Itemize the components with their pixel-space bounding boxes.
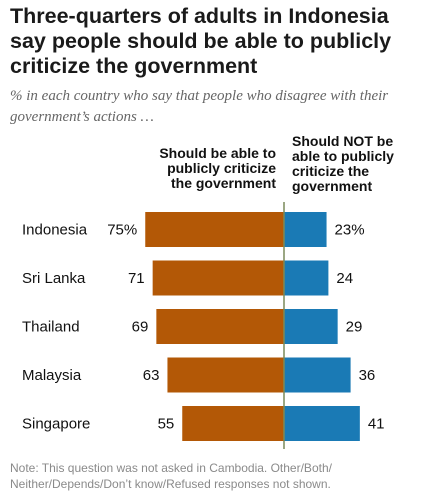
bar-should-not-criticize [284, 357, 351, 393]
right-series-header-line: criticize the [292, 163, 369, 179]
bar-should-not-criticize [284, 260, 329, 296]
value-label-should-criticize: 71 [128, 270, 145, 287]
chart-subtitle: % in each country who say that people wh… [10, 88, 389, 125]
bar-should-criticize [152, 260, 284, 296]
right-series-header-line: government [292, 178, 372, 194]
value-label-should-criticize: 69 [132, 319, 149, 336]
value-label-should-not-criticize: 23% [335, 222, 365, 239]
value-label-should-not-criticize: 41 [368, 416, 385, 433]
country-label: Sri Lanka [22, 270, 86, 287]
left-series-header-line: Should be able to [159, 145, 276, 161]
right-series-header-line: able to publicly [292, 148, 394, 164]
value-label-should-not-criticize: 29 [346, 319, 363, 336]
value-label-should-criticize: 55 [158, 416, 175, 433]
right-series-header-line: Should NOT be [292, 133, 393, 149]
country-label: Thailand [22, 319, 80, 336]
bar-should-not-criticize [284, 309, 338, 344]
country-label: Singapore [22, 416, 90, 433]
left-series-header-line: publicly criticize [167, 160, 276, 176]
bar-should-not-criticize [284, 406, 360, 441]
bar-should-not-criticize [284, 212, 327, 247]
bar-should-criticize [145, 212, 284, 247]
bar-should-criticize [182, 406, 284, 441]
country-label: Malaysia [22, 367, 82, 384]
bar-should-criticize [156, 309, 284, 344]
country-label: Indonesia [22, 222, 88, 239]
value-label-should-not-criticize: 24 [336, 270, 353, 287]
value-label-should-criticize: 63 [143, 367, 160, 384]
left-series-header-line: the government [171, 175, 276, 191]
value-label-should-not-criticize: 36 [359, 367, 376, 384]
bar-should-criticize [167, 357, 284, 393]
value-label-should-criticize: 75% [107, 222, 137, 239]
chart-note: Note: This question was not asked in Cam… [10, 461, 332, 491]
chart-title: Three-quarters of adults in Indonesia sa… [10, 4, 392, 78]
